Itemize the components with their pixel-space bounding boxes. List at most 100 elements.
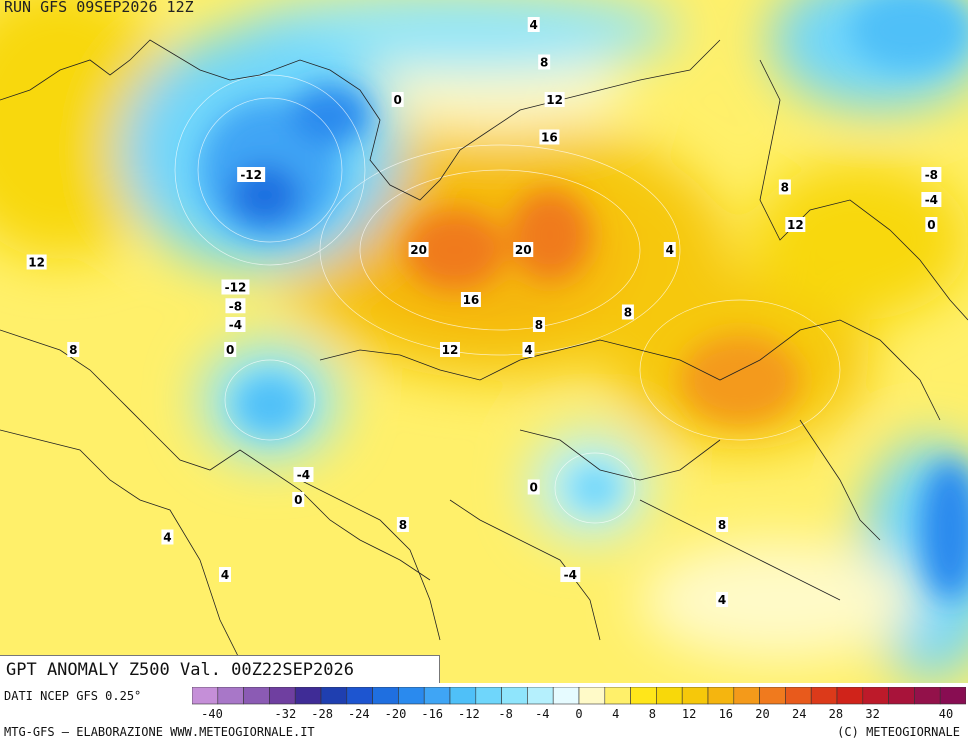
legend-tick-label: -40 [201, 707, 223, 721]
legend-tick-label: 28 [829, 707, 843, 721]
anomaly-label-text: 20 [410, 243, 427, 257]
anomaly-label-box [785, 217, 806, 232]
anomaly-label-box [67, 342, 80, 357]
anomaly-label-box [716, 592, 729, 607]
anomaly-label: 12 [785, 217, 806, 232]
map-title: GPT ANOMALY Z500 Val. 00Z22SEP2026 [0, 655, 440, 683]
anomaly-label: 20 [513, 242, 534, 257]
anomaly-label-box [716, 517, 729, 532]
run-title: RUN GFS 09SEP2026 12Z [4, 0, 194, 16]
anomaly-cores [200, 0, 968, 600]
legend-swatch [423, 687, 451, 705]
anomaly-label-text: 8 [540, 56, 548, 70]
anomaly-label-text: 12 [442, 343, 459, 357]
anomaly-label-text: 8 [535, 318, 543, 332]
legend-tick-label: 4 [612, 707, 619, 721]
legend-tick-label: -16 [421, 707, 443, 721]
anomaly-label: 0 [292, 492, 305, 507]
legend-swatch [759, 687, 786, 705]
legend-swatch [527, 687, 554, 705]
anomaly-label: -4 [921, 192, 942, 207]
anomaly-label-box [560, 567, 581, 582]
anomaly-label-text: 12 [28, 256, 45, 270]
legend-tick-label: 40 [939, 707, 953, 721]
legend-swatch [630, 687, 657, 705]
legend-tick-label: -28 [311, 707, 333, 721]
anomaly-label: 0 [391, 92, 404, 107]
anomaly-label: 4 [716, 592, 729, 607]
anomaly-label-text: 4 [221, 568, 229, 582]
anomaly-label-box [292, 492, 305, 507]
legend-swatch [707, 687, 735, 705]
footer: DATI NCEP GFS 0.25° -40 -32 -28 -24 -20 -16 -1… [0, 683, 968, 745]
anomaly-label-text: -4 [925, 193, 938, 207]
anomaly-label-text: 4 [530, 18, 538, 32]
legend-swatch [681, 687, 709, 705]
anomaly-label: -4 [225, 317, 246, 332]
anomaly-label-box [538, 54, 551, 70]
anomaly-label: -4 [293, 467, 314, 482]
anomaly-label: 0 [527, 479, 540, 495]
coastlines-borders [0, 39, 968, 661]
legend-swatch [449, 687, 477, 705]
anomaly-label-text: 8 [781, 181, 789, 195]
anomaly-label: -12 [237, 167, 266, 182]
anomaly-label-box [544, 92, 565, 107]
anomaly-label-box [513, 242, 534, 257]
anomaly-label-text: -8 [925, 168, 938, 182]
legend-swatch [914, 687, 941, 705]
legend-swatch [346, 687, 373, 705]
anomaly-label-text: -4 [229, 318, 242, 332]
anomaly-label: -8 [921, 167, 942, 182]
anomaly-label: 8 [396, 517, 409, 532]
anomaly-label: 8 [778, 179, 791, 195]
anomaly-label-text: -4 [297, 468, 310, 482]
anomaly-label-text: -12 [225, 281, 247, 295]
anomaly-label-text: 16 [463, 293, 480, 307]
anomaly-label-text: 0 [927, 218, 935, 232]
anomaly-label-text: 16 [541, 131, 558, 145]
anomaly-label-text: 0 [530, 481, 538, 495]
anomaly-label: 8 [716, 517, 729, 532]
legend-tick-label: -20 [385, 707, 407, 721]
legend-swatch [656, 687, 683, 705]
anomaly-label-text: 0 [294, 493, 302, 507]
anomaly-label-text: 20 [515, 243, 532, 257]
anomaly-label-box [460, 292, 481, 307]
anomaly-label-box [921, 192, 942, 207]
legend-tick-label: -12 [458, 707, 480, 721]
legend-swatch [192, 687, 219, 705]
anomaly-label-box [161, 529, 174, 545]
legend-swatch [888, 687, 915, 705]
anomaly-field [0, 0, 968, 680]
anomaly-label-box [408, 242, 429, 257]
anomaly-label-box [225, 298, 246, 314]
legend-tick-label: 8 [649, 707, 656, 721]
anomaly-label-box [26, 254, 47, 270]
legend-swatch [217, 687, 244, 705]
anomaly-label-text: 0 [393, 93, 401, 107]
legend-tick-label: -24 [348, 707, 370, 721]
anomaly-label: 12 [26, 254, 47, 270]
anomaly-label-box [225, 317, 246, 332]
anomaly-label-box [522, 342, 535, 357]
legend-swatch [862, 687, 889, 705]
anomaly-label-box [237, 167, 266, 182]
anomaly-label: -4 [560, 567, 581, 582]
anomaly-label-text: 0 [226, 343, 234, 357]
anomaly-label-text: 8 [624, 306, 632, 320]
anomaly-label-text: 4 [524, 343, 532, 357]
anomaly-label: 4 [218, 567, 231, 582]
anomaly-label-text: 8 [718, 518, 726, 532]
legend-swatch [733, 687, 760, 705]
anomaly-label-box [224, 342, 237, 357]
anomaly-label: 4 [522, 342, 535, 357]
anomaly-label-box [532, 317, 545, 332]
legend-tick-label: -32 [275, 707, 297, 721]
anomaly-label-text: -4 [564, 568, 577, 582]
anomaly-label: 16 [539, 129, 560, 145]
legend-tick-label: 0 [575, 707, 582, 721]
anomaly-label-text: 8 [399, 518, 407, 532]
anomaly-label-box [527, 479, 540, 495]
anomaly-label: 16 [460, 292, 481, 307]
